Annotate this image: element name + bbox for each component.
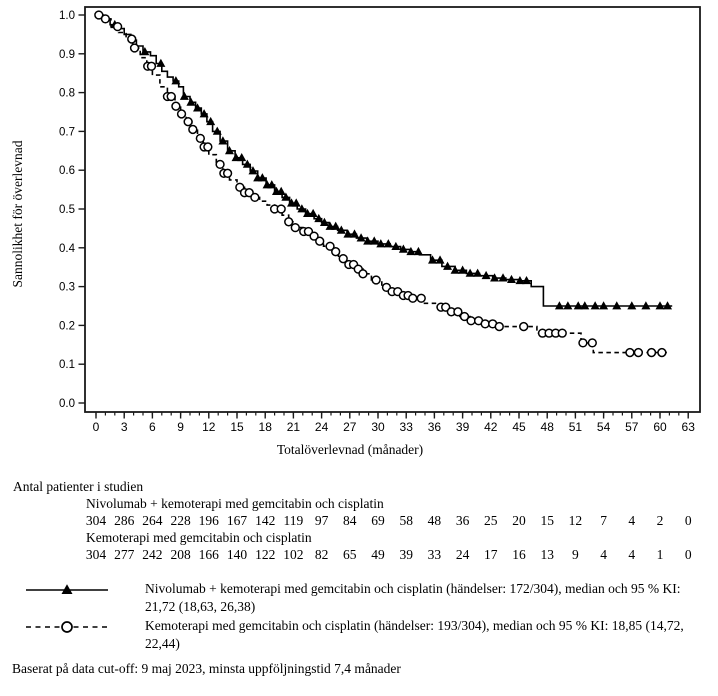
risk-count: 36 [455,513,470,528]
risk-count: 228 [170,513,191,528]
risk-count: 13 [540,547,554,562]
svg-text:12: 12 [202,420,216,434]
risk-count: 15 [540,513,554,528]
risk-count: 65 [343,547,357,562]
svg-text:0: 0 [93,420,100,434]
risk-count: 33 [427,547,442,562]
risk-count: 286 [114,513,135,528]
svg-text:57: 57 [625,420,639,434]
svg-text:6: 6 [149,420,156,434]
km-chart-svg: 0.00.10.20.30.40.50.60.70.80.91.00 3 6 9 12 1… [10,6,701,457]
risk-count: 119 [283,513,304,528]
risk-count: 48 [427,513,442,528]
svg-text:36: 36 [428,420,442,434]
risk-group-label-nivolumab: Nivolumab + kemoterapi med gemcitabin oc… [86,496,384,511]
svg-text:54: 54 [597,420,611,434]
risk-count: 2 [656,513,664,528]
svg-text:30: 30 [371,420,385,434]
dashed-line-circle-marker-icon [26,621,108,633]
svg-text:0.2: 0.2 [59,320,75,332]
risk-count: 84 [343,513,357,528]
svg-text:0.7: 0.7 [59,126,75,138]
risk-count: 277 [114,547,135,562]
risk-count: 0 [684,547,692,562]
risk-count: 82 [314,547,329,562]
risk-count: 304 [85,547,107,562]
risk-count: 167 [226,513,248,528]
svg-text:63: 63 [682,420,696,434]
risk-table-title: Antal patienter i studien [13,479,144,494]
svg-text:0.9: 0.9 [59,49,75,61]
risk-count: 20 [512,513,526,528]
risk-count: 142 [255,513,276,528]
risk-count: 304 [85,513,107,528]
svg-text:15: 15 [230,420,244,434]
risk-count: 69 [371,513,385,528]
svg-text:1.0: 1.0 [59,10,75,22]
risk-count: 208 [170,547,191,562]
svg-text:0.6: 0.6 [59,165,75,177]
risk-count: 4 [600,547,607,562]
solid-line-triangle-marker-icon [26,584,108,594]
svg-text:45: 45 [512,420,526,434]
svg-text:9: 9 [177,420,184,434]
risk-count: 7 [600,513,607,528]
risk-count: 0 [684,513,692,528]
svg-text:Totalöverlevnad (månader): Totalöverlevnad (månader) [277,442,423,457]
risk-count: 16 [512,547,526,562]
risk-count: 9 [572,547,579,562]
risk-count: 25 [484,513,498,528]
data-cutoff-note: Baserat på data cut-off: 9 maj 2023, min… [12,661,401,676]
risk-count: 39 [399,547,413,562]
svg-text:18: 18 [259,420,273,434]
risk-count: 97 [314,513,329,528]
svg-text:0.4: 0.4 [59,243,76,255]
risk-count: 140 [226,547,248,562]
svg-text:0.3: 0.3 [59,282,75,294]
risk-count: 17 [484,547,498,562]
risk-count: 4 [628,547,636,562]
svg-text:51: 51 [569,420,583,434]
risk-count: 102 [283,547,304,562]
svg-text:21: 21 [287,420,301,434]
risk-count: 12 [568,513,583,528]
svg-text:0.0: 0.0 [59,398,75,410]
risk-count: 122 [255,547,276,562]
svg-text:27: 27 [343,420,357,434]
svg-text:48: 48 [541,420,555,434]
risk-count: 4 [628,513,636,528]
risk-group-label-kemoterapi: Kemoterapi med gemcitabin och cisplatin [86,530,312,545]
svg-text:33: 33 [400,420,414,434]
risk-count: 264 [142,513,163,528]
svg-text:60: 60 [653,420,667,434]
legend-text-kemoterapi: Kemoterapi med gemcitabin och cisplatin … [145,618,684,651]
svg-text:0.1: 0.1 [59,359,75,371]
risk-count: 58 [399,513,413,528]
svg-text:0.5: 0.5 [59,204,75,216]
risk-count: 196 [198,513,219,528]
svg-text:0.8: 0.8 [59,88,75,100]
risk-table: Antal patienter i studien Nivolumab + ke… [0,479,718,571]
risk-count: 242 [142,547,163,562]
risk-count: 49 [371,547,385,562]
legend-text-nivolumab: Nivolumab + kemoterapi med gemcitabin oc… [145,581,681,614]
svg-text:Sannolikhet för överlevnad: Sannolikhet för överlevnad [10,140,25,287]
svg-text:24: 24 [315,420,329,434]
svg-text:42: 42 [484,420,498,434]
svg-text:39: 39 [456,420,470,434]
risk-count: 166 [198,547,219,562]
risk-count: 24 [455,547,470,562]
svg-text:3: 3 [121,420,128,434]
risk-count: 1 [656,547,664,562]
